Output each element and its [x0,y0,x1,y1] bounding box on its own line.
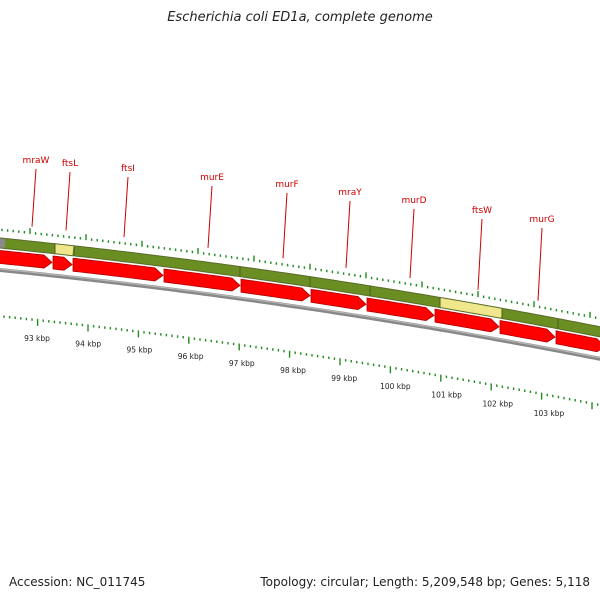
genome-title: Escherichia coli ED1a, complete genome [167,10,433,25]
gene-label-mraY: mraY [338,188,362,198]
gene-arrow [499,320,556,343]
gene-label-leader [123,176,129,238]
scale-label: 99 kbp [331,374,357,383]
feature-band [0,237,600,338]
gene-arrow [163,268,241,292]
scale-label: 98 kbp [280,366,306,375]
gene-arrow [72,257,164,282]
gene-arrow [0,250,53,269]
feature-band-fill [0,238,600,337]
gene-label-leader [537,227,543,301]
gene-labels: mraW ftsL ftsI murE murF mraY murD ftsW murG [23,156,555,301]
feature-band-segment [54,244,74,256]
scale-label: 101 kbp [431,391,462,400]
scale-label: 95 kbp [127,345,153,354]
gene-arrow [366,297,435,322]
gene-arrow [52,255,73,271]
backbone-highlight [0,268,600,359]
gene-label-leader [207,185,213,248]
scale-label: 97 kbp [229,359,255,368]
gene-label-murD: murD [401,196,426,206]
scale-label: 94 kbp [75,339,101,348]
scale-label: 96 kbp [178,352,204,361]
gene-label-leader [409,208,415,279]
gene-label-murE: murE [200,173,224,183]
scale-ticks [3,315,599,410]
gene-label-leader [282,192,288,259]
feature-band-segment [439,298,503,318]
gene-label-ftsL: ftsL [62,159,78,169]
gene-arrows [0,250,600,353]
backbone-line [0,267,600,361]
upper-tick-marks [1,228,597,319]
scale-labels: 93 kbp 94 kbp 95 kbp 96 kbp 97 kbp 98 kbp 99 k… [24,334,564,418]
gene-arrow [310,288,367,310]
gene-label-mraW: mraW [23,156,50,166]
scale-label: 102 kbp [483,400,514,409]
feature-band-segment [0,238,6,248]
gene-label-leader [345,200,351,268]
scale-label: 100 kbp [380,382,411,391]
gene-label-ftsI: ftsI [121,164,135,174]
gene-label-ftsW: ftsW [472,206,492,216]
gene-arrow [434,308,500,333]
accession-label: Accession: NC_011745 [9,575,146,589]
gene-arrow [555,330,600,353]
gene-label-murF: murF [275,180,298,190]
genome-summary: Topology: circular; Length: 5,209,548 bp… [260,575,590,589]
gene-label-murG: murG [529,215,554,225]
scale-label: 93 kbp [24,334,50,343]
gene-arrow [240,278,311,302]
genome-backbone [0,267,600,361]
scale-label: 103 kbp [534,409,565,418]
gene-label-leader [65,171,71,231]
gene-label-leader [31,168,37,227]
gene-label-leader [477,218,483,290]
